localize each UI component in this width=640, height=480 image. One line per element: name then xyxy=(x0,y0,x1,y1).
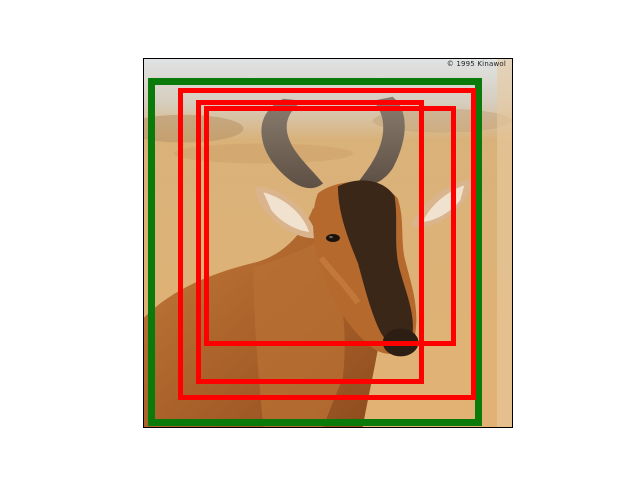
photo-watermark: © 1995 Kinawol xyxy=(446,60,506,68)
prediction-box-2 xyxy=(196,100,424,384)
prediction-box-1 xyxy=(178,88,476,400)
ground-truth-box xyxy=(148,78,482,426)
prediction-box-3 xyxy=(204,106,456,346)
